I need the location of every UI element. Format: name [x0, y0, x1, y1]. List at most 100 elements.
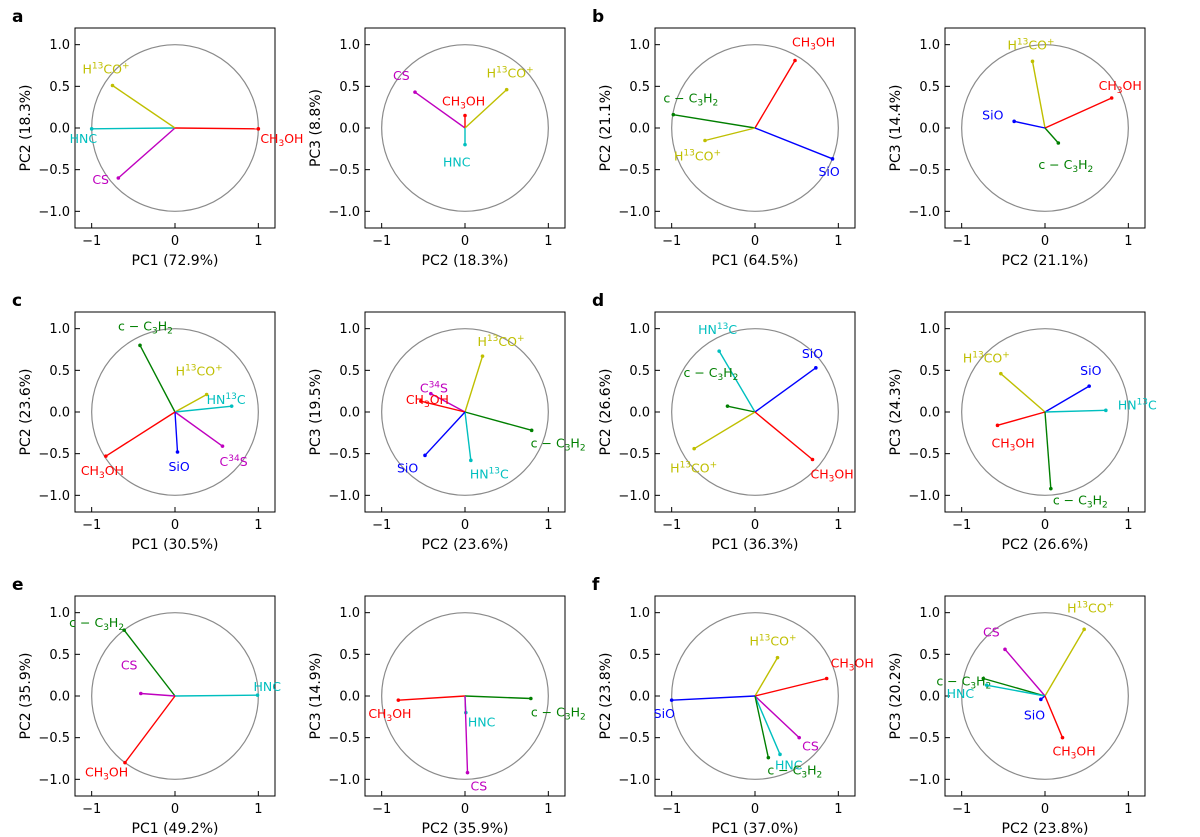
- vector-label-HN13C: HN13C: [207, 392, 246, 407]
- loading-vector-H13CO+: [464, 89, 508, 129]
- unit-circle: [671, 612, 839, 780]
- y-axis-label: PC3 (24.3%): [888, 369, 904, 456]
- vector-label-c-C3H2: c − C3H2: [767, 763, 822, 781]
- vector-tip-H13CO+: [775, 655, 780, 660]
- vector-tip-HN13C: [1104, 408, 1108, 413]
- y-axis-label: PC2 (18.3%): [18, 85, 34, 172]
- vector-label-c-C3H2: c − C3H2: [531, 435, 586, 453]
- panel-letter: a: [12, 7, 23, 27]
- vector-tip-c-C3H2: [122, 628, 126, 632]
- x-axis-label: PC2 (26.6%): [1002, 537, 1089, 553]
- vector-label-CH3OH: CH3OH: [792, 35, 835, 53]
- vector-label-HN13C: HN13C: [1118, 397, 1157, 412]
- loading-vector-SiO: [1014, 120, 1046, 129]
- vector-label-c-C3H2: c − C3H2: [663, 91, 718, 109]
- vector-label-H13CO+: H13CO+: [83, 62, 130, 77]
- x-tick-label: 0: [171, 518, 179, 533]
- x-tick-label: 0: [751, 802, 759, 817]
- vector-tip-CH3OH: [1060, 735, 1065, 740]
- pca-panel-sub-7: −1 0 1 −1.0 −0.5 0.0 0.5 1.0 PC2 (26.6%) PC3 (24.…: [888, 311, 1157, 553]
- vector-label-CH3OH: CH3OH: [992, 435, 1035, 453]
- vector-label-CH3OH: CH3OH: [1053, 744, 1096, 762]
- x-tick-label: −1: [662, 518, 681, 533]
- y-tick-label: 0.0: [339, 690, 360, 705]
- loading-vector-CH3OH: [124, 695, 176, 764]
- loading-vector-HN13C: [718, 350, 756, 413]
- x-tick-label: 1: [544, 518, 552, 533]
- x-tick-label: 1: [254, 802, 262, 817]
- y-tick-label: 0.0: [919, 406, 940, 421]
- x-tick-label: 1: [1124, 518, 1132, 533]
- x-axis-label: PC2 (23.6%): [422, 537, 509, 553]
- x-axis-label: PC1 (49.2%): [132, 821, 219, 837]
- y-axis-label: PC3 (19.5%): [308, 369, 324, 456]
- unit-circle: [961, 44, 1129, 212]
- vector-tip-c-C3H2: [1056, 141, 1061, 145]
- vector-tip-SiO: [830, 157, 835, 161]
- vector-tip-c-C3H2: [725, 404, 730, 408]
- x-tick-label: 1: [1124, 234, 1132, 249]
- x-axis-label: PC2 (35.9%): [422, 821, 509, 837]
- y-axis-label: PC3 (20.2%): [888, 653, 904, 740]
- vector-tip-HN13C: [717, 349, 721, 353]
- y-tick-label: 0.5: [629, 364, 650, 379]
- vector-tip-c-C3H2: [529, 696, 533, 701]
- panel-letter: c: [12, 291, 22, 311]
- vector-tip-SiO: [814, 366, 818, 370]
- vector-tip-CH3OH: [256, 127, 261, 131]
- vector-label-CH3OH: CH3OH: [260, 131, 303, 149]
- vector-label-CH3OH: CH3OH: [1099, 78, 1142, 96]
- y-tick-label: 1.0: [49, 38, 70, 53]
- vector-tip-CS: [116, 176, 121, 180]
- vector-label-HNC: HNC: [443, 155, 471, 170]
- panel-letter: e: [12, 575, 24, 595]
- x-tick-label: 1: [544, 234, 552, 249]
- vector-label-H13CO+: H13CO+: [487, 66, 534, 81]
- loading-vector-HN13C: [464, 411, 472, 461]
- y-tick-label: 0.5: [49, 80, 70, 95]
- x-tick-label: 0: [171, 234, 179, 249]
- vector-tip-CS: [1003, 647, 1007, 652]
- x-tick-label: 1: [1124, 802, 1132, 817]
- y-axis-label: PC2 (26.6%): [598, 369, 614, 456]
- loading-vector-H13CO+: [754, 657, 779, 697]
- vector-tip-SiO: [669, 698, 674, 702]
- y-tick-label: −0.5: [328, 163, 360, 178]
- y-tick-label: −0.5: [908, 163, 940, 178]
- loading-vector-CH3OH: [754, 411, 813, 461]
- vector-tip-SiO: [1087, 384, 1091, 388]
- vector-tip-CH3OH: [793, 58, 797, 63]
- loading-vector-c-C3H2: [727, 405, 756, 413]
- vector-label-H13CO+: H13CO+: [963, 351, 1010, 366]
- vector-label-H13CO+: H13CO+: [176, 364, 223, 379]
- vector-tip-H13CO+: [480, 354, 485, 358]
- vector-label-CH3OH: CH3OH: [85, 765, 128, 783]
- y-axis-label: PC2 (23.8%): [598, 653, 614, 740]
- x-tick-label: 0: [1041, 518, 1049, 533]
- unit-circle: [961, 612, 1129, 780]
- x-tick-label: 1: [254, 518, 262, 533]
- loading-vector-CH3OH: [398, 695, 466, 701]
- y-tick-label: −0.5: [618, 731, 650, 746]
- x-tick-label: −1: [372, 518, 391, 533]
- y-tick-label: −1.0: [328, 773, 360, 788]
- y-tick-label: 0.0: [919, 122, 940, 137]
- vector-tip-CH3OH: [123, 760, 127, 765]
- vector-tip-HN13C: [229, 404, 234, 408]
- pca-panel-sub-1: −1 0 1 −1.0 −0.5 0.0 0.5 1.0 PC2 (18.3%) PC3 (8.8…: [308, 27, 566, 269]
- loading-vector-H13CO+: [1031, 61, 1046, 129]
- loading-vector-H13CO+: [693, 411, 756, 450]
- vector-label-CS: CS: [471, 779, 488, 794]
- vector-tip-HN13C: [469, 458, 473, 463]
- y-tick-label: 1.0: [49, 606, 70, 621]
- vector-tip-CS: [465, 770, 470, 775]
- vector-tip-CH3OH: [810, 457, 815, 462]
- y-tick-label: −1.0: [328, 489, 360, 504]
- loading-vector-CH3OH: [1044, 97, 1112, 129]
- x-axis-label: PC2 (21.1%): [1002, 253, 1089, 269]
- pca-panel-f: −1 0 1 −1.0 −0.5 0.0 0.5 1.0 PC1 (37.0%) PC2 (23.…: [592, 575, 874, 837]
- vector-label-H13CO+: H13CO+: [670, 461, 717, 476]
- vector-label-CH3OH: CH3OH: [368, 706, 411, 724]
- y-tick-label: 0.0: [49, 406, 70, 421]
